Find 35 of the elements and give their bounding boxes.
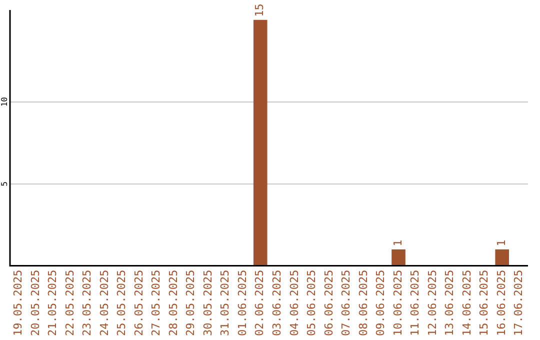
x-tick-label: 08.06.2025 — [356, 270, 370, 336]
x-tick-label: 12.06.2025 — [426, 270, 439, 336]
x-tick-label: 07.06.2025 — [340, 270, 353, 336]
x-tick-label: 04.06.2025 — [288, 270, 301, 336]
x-tick-label: 21.05.2025 — [46, 270, 60, 336]
x-tick-label: 05.06.2025 — [305, 270, 318, 336]
x-tick-label: 13.06.2025 — [443, 270, 456, 336]
x-tick-label: 16.06.2025 — [494, 270, 508, 336]
x-tick-label: 29.05.2025 — [184, 270, 198, 336]
x-tick-label: 11.06.2025 — [408, 270, 422, 336]
x-tick-label: 22.05.2025 — [63, 270, 76, 336]
x-tick-label: 27.05.2025 — [150, 270, 163, 336]
x-tick-label: 28.05.2025 — [166, 270, 180, 336]
x-tick-label: 31.05.2025 — [218, 270, 232, 336]
data-label: 1 — [391, 240, 404, 246]
x-tick-label: 15.06.2025 — [478, 270, 491, 336]
data-label: 15 — [253, 4, 266, 17]
x-tick-label: 20.05.2025 — [28, 270, 42, 336]
x-tick-label: 25.05.2025 — [115, 270, 128, 336]
x-tick-label: 24.05.2025 — [98, 270, 111, 336]
x-tick-label: 23.05.2025 — [80, 270, 94, 336]
x-tick-label: 06.06.2025 — [322, 270, 336, 336]
x-tick-label: 14.06.2025 — [460, 270, 474, 336]
x-tick-label: 02.06.2025 — [253, 270, 266, 336]
x-tick-label: 30.05.2025 — [201, 270, 214, 336]
x-tick-label: 09.06.2025 — [374, 270, 388, 336]
x-tick-label: 19.05.2025 — [11, 270, 24, 336]
x-tick-label: 01.06.2025 — [236, 270, 249, 336]
x-tick-label: 03.06.2025 — [270, 270, 284, 336]
y-tick-label: 5 — [0, 181, 10, 186]
x-tick-label: 26.05.2025 — [132, 270, 146, 336]
y-tick-label: 10 — [0, 96, 10, 107]
x-tick-label: 10.06.2025 — [391, 270, 404, 336]
x-tick-label: 17.06.2025 — [512, 270, 526, 336]
data-label: 1 — [494, 240, 508, 246]
